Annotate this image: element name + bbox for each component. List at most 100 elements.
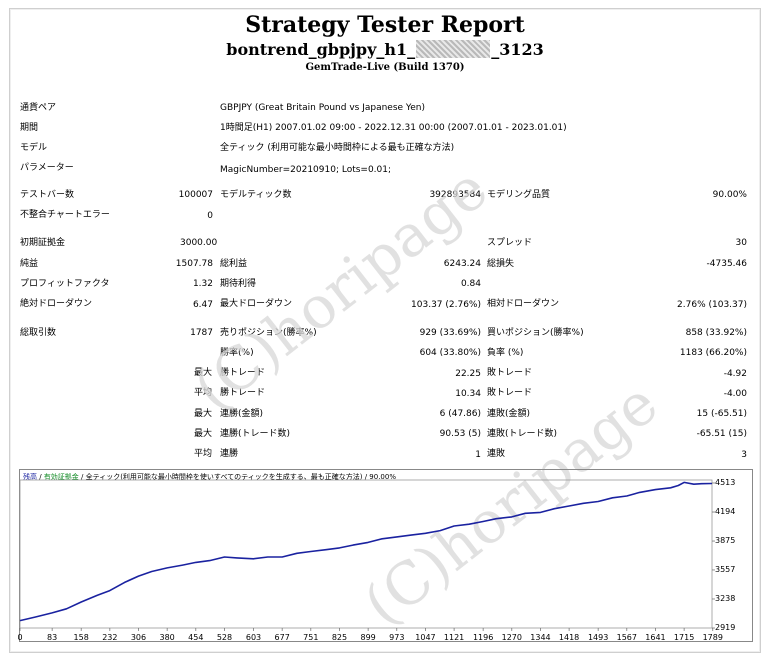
- spread-value: 30: [735, 238, 747, 248]
- bars-label: テストバー数: [20, 190, 75, 200]
- avg-cons-wins-label: 連勝: [220, 449, 239, 459]
- short-positions-value: 929 (33.69%): [419, 328, 481, 338]
- report-title: Strategy Tester Report: [245, 12, 525, 38]
- mismatch-value: 0: [207, 211, 213, 221]
- y-tick-label: 4513: [715, 478, 736, 487]
- loss-rate-value: 1183 (66.20%): [679, 348, 747, 358]
- cons-wins-value: 6 (47.86): [439, 409, 481, 419]
- legend-equity: 有効証拠金: [43, 473, 79, 481]
- x-tick-label: 306: [130, 633, 147, 642]
- abs-dd-label: 絶対ドローダウン: [20, 299, 93, 309]
- cons-wins-label: 連勝(金額): [220, 409, 264, 419]
- max-prefix-1: 最大: [194, 368, 213, 378]
- x-tick-label: 1418: [558, 633, 580, 642]
- balance-chart-box: [19, 469, 753, 642]
- expected-payoff-label: 期待利得: [220, 279, 257, 289]
- gross-loss-value: -4735.46: [706, 259, 747, 269]
- y-tick-label: 3557: [715, 564, 736, 574]
- ea-name: bontrend_gbpjpy_h1_ _3123: [0, 40, 770, 59]
- avg-cons-losses-value: 3: [741, 450, 747, 460]
- x-tick-label: 1567: [616, 633, 637, 642]
- net-profit-value: 1507.78: [175, 259, 213, 269]
- total-trades-label: 総取引数: [20, 328, 57, 338]
- long-positions-value: 858 (33.92%): [685, 328, 747, 338]
- deposit-value: 3000.00: [180, 238, 218, 248]
- x-tick-label: 1121: [443, 633, 465, 642]
- x-tick-label: 899: [360, 633, 376, 642]
- x-tick-label: 1641: [645, 633, 666, 642]
- avg-prefix-1: 平均: [194, 388, 213, 398]
- max-prefix-3: 最大: [194, 429, 213, 439]
- win-rate-value: 604 (33.80%): [419, 348, 481, 358]
- gross-loss-label: 総損失: [487, 259, 515, 269]
- quality-value: 90.00%: [712, 190, 747, 200]
- cons-profit-label: 連勝(トレード数): [220, 429, 291, 439]
- short-positions-label: 売りポジション(勝率%): [220, 328, 317, 338]
- profit-factor-value: 1.32: [192, 279, 213, 289]
- x-tick-label: 1789: [702, 633, 723, 642]
- x-tick-label: 158: [73, 633, 89, 642]
- ea-name-prefix: bontrend_gbpjpy_h1_: [226, 40, 416, 59]
- redacted-block: [416, 40, 491, 58]
- x-tick-label: 232: [102, 633, 118, 642]
- legend-balance: 残高: [23, 473, 37, 481]
- y-tick-label: 3238: [715, 593, 736, 603]
- quality-label: モデリング品質: [487, 190, 551, 200]
- y-tick-label: 4194: [715, 507, 736, 517]
- x-tick-label: 1493: [587, 633, 609, 642]
- total-trades-value: 1787: [190, 328, 213, 338]
- max-loss-value: -4.92: [723, 369, 747, 379]
- x-tick-label: 528: [216, 633, 233, 642]
- profit-factor-label: プロフィットファクタ: [20, 279, 110, 289]
- loss-rate-label: 負率 (%): [487, 348, 524, 358]
- y-tick-label: 3875: [715, 536, 736, 546]
- long-positions-label: 買いポジション(勝率%): [487, 328, 584, 338]
- x-tick-label: 1270: [501, 633, 522, 642]
- net-profit-label: 純益: [20, 259, 39, 269]
- x-tick-label: 825: [331, 633, 348, 642]
- x-tick-label: 454: [188, 633, 204, 642]
- y-tick-label: 2919: [715, 623, 736, 632]
- avg-prefix-2: 平均: [194, 449, 213, 459]
- cons-losses-value: 15 (-65.51): [696, 409, 747, 419]
- cons-loss-value: -65.51 (15): [696, 429, 747, 439]
- max-dd-label: 最大ドローダウン: [220, 299, 293, 309]
- x-tick-label: 1344: [530, 633, 551, 642]
- rel-dd-label: 相対ドローダウン: [487, 299, 560, 309]
- settings-value-params: MagicNumber=20210910; Lots=0.01;: [220, 165, 392, 175]
- x-tick-label: 677: [274, 633, 290, 642]
- cons-losses-label: 連敗(金額): [487, 409, 531, 419]
- expected-payoff-value: 0.84: [460, 279, 481, 289]
- abs-dd-value: 6.47: [192, 300, 213, 310]
- cons-loss-label: 連敗(トレード数): [487, 429, 558, 439]
- cons-profit-value: 90.53 (5): [439, 429, 481, 439]
- settings-label-period: 期間: [20, 123, 39, 133]
- ea-name-suffix: _3123: [491, 40, 544, 59]
- max-win-value: 22.25: [455, 369, 481, 379]
- x-tick-label: 83: [47, 633, 58, 642]
- bars-value: 100007: [178, 190, 213, 200]
- avg-win-value: 10.34: [455, 389, 481, 399]
- ticks-value: 392893584: [429, 190, 481, 200]
- settings-value-symbol: GBPJPY (Great Britain Pound vs Japanese …: [220, 103, 425, 113]
- report-frame: [9, 8, 761, 653]
- avg-loss-value: -4.00: [723, 389, 747, 399]
- x-tick-label: 380: [159, 633, 175, 642]
- rel-dd-value: 2.76% (103.37): [677, 300, 747, 310]
- avg-win-label: 勝トレード: [220, 388, 266, 398]
- gross-profit-value: 6243.24: [443, 259, 481, 269]
- settings-label-model: モデル: [20, 143, 48, 153]
- settings-value-period: 1時間足(H1) 2007.01.02 09:00 - 2022.12.31 0…: [220, 123, 567, 133]
- max-prefix-2: 最大: [194, 409, 213, 419]
- win-rate-label: 勝率(%): [220, 348, 254, 358]
- x-tick-label: 1047: [415, 633, 436, 642]
- x-tick-label: 603: [245, 633, 262, 642]
- settings-label-params: パラメーター: [20, 163, 74, 173]
- x-tick-label: 1196: [472, 633, 494, 642]
- avg-cons-wins-value: 1: [475, 450, 481, 460]
- x-tick-label: 0: [17, 633, 23, 642]
- server-build: GemTrade-Live (Build 1370): [305, 62, 465, 73]
- gross-profit-label: 総利益: [220, 259, 248, 269]
- x-tick-label: 751: [303, 633, 319, 642]
- settings-value-model: 全ティック (利用可能な最小時間枠による最も正確な方法): [220, 143, 455, 153]
